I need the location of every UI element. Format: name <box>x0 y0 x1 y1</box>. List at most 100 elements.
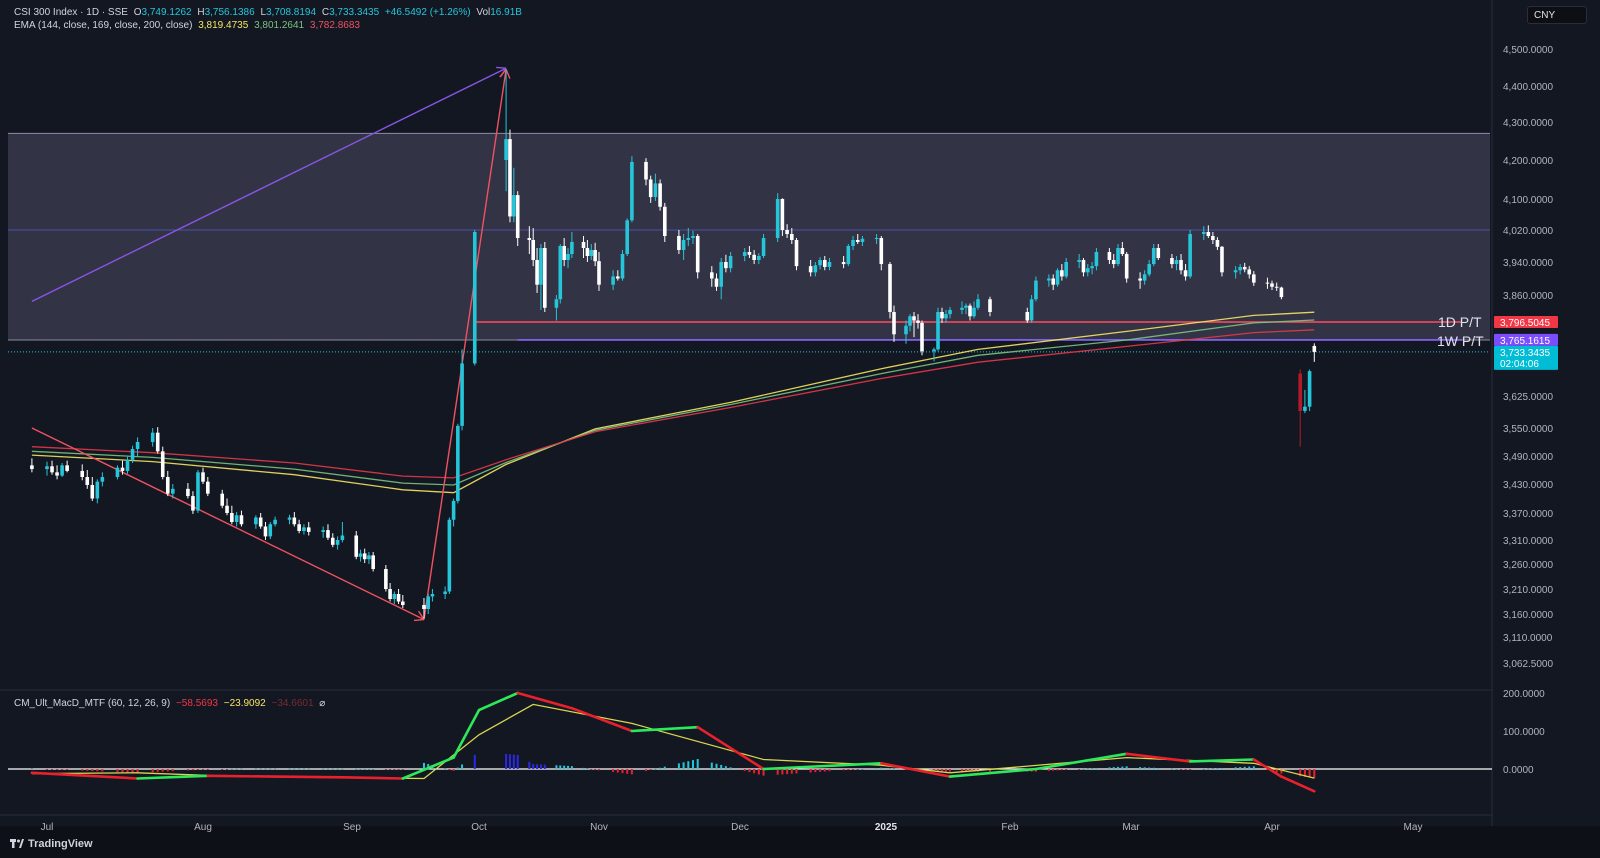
bottom-bar <box>0 826 1600 858</box>
candles-group <box>30 69 1317 619</box>
macd-histogram-bar <box>757 769 760 775</box>
macd-histogram-bar <box>861 768 864 770</box>
candle-body <box>846 246 851 265</box>
macd-tick-label: 0.0000 <box>1503 765 1534 776</box>
macd-histogram-bar <box>264 768 267 770</box>
price-tick-label: 3,940.0000 <box>1503 258 1553 269</box>
price-tick-label: 3,430.0000 <box>1503 480 1553 491</box>
macd-histogram-bar <box>753 769 756 774</box>
macd-histogram-bar <box>372 769 375 770</box>
macd-histogram-bar <box>1211 768 1214 769</box>
macd-histogram-bar <box>1239 767 1242 769</box>
macd-histogram-bar <box>1082 768 1085 770</box>
macd-histogram-bar <box>298 768 301 770</box>
candle-body <box>512 195 516 217</box>
macd-line-segment <box>206 774 344 779</box>
candle-body <box>1055 270 1060 285</box>
macd-tick-label: 100.0000 <box>1503 727 1545 738</box>
candle-body <box>916 320 920 323</box>
candle-body <box>60 465 64 476</box>
candle-body <box>456 425 460 501</box>
macd-histogram-bar <box>293 768 296 770</box>
macd-histogram-bar <box>136 769 139 773</box>
macd-line-segment <box>341 776 405 780</box>
candle-body <box>1138 278 1142 281</box>
candle-body <box>297 524 301 531</box>
macd-histogram-bar <box>809 769 812 773</box>
candle-body <box>396 594 401 602</box>
candle-body <box>258 517 263 527</box>
candle-body <box>160 451 165 477</box>
macd-histogram-bar <box>1248 766 1251 769</box>
price-label-box <box>1494 333 1558 346</box>
macd-histogram-bar <box>621 769 624 774</box>
candle-body <box>201 472 205 482</box>
price-tick-label: 4,020.0000 <box>1503 226 1553 237</box>
macd-histogram-bar <box>307 768 310 770</box>
macd-histogram-bar <box>1034 769 1037 772</box>
macd-line-segment <box>879 761 952 778</box>
candle-body <box>1142 274 1147 281</box>
macd-histogram-bar <box>590 769 593 770</box>
price-tick-label: 3,210.0000 <box>1503 585 1553 596</box>
candle-body <box>851 240 855 246</box>
time-tick-label: Oct <box>471 822 487 833</box>
arrow-head-red-up <box>499 68 511 79</box>
time-tick-label: Feb <box>1001 822 1019 833</box>
candle-body <box>460 363 464 426</box>
candle-body <box>234 515 239 522</box>
macd-histogram-bar <box>1121 766 1124 769</box>
candle-body <box>354 535 359 557</box>
price-label-text: 3,796.5045 <box>1500 318 1550 329</box>
candle-body <box>841 262 846 265</box>
macd-histogram-bar <box>116 769 119 773</box>
macd-histogram-bar <box>762 769 765 776</box>
candle-body <box>239 515 244 525</box>
visibility-icon[interactable]: ⌀ <box>319 698 326 709</box>
candle-body <box>150 432 155 442</box>
candle-body <box>196 472 200 511</box>
currency-button[interactable]: CNY <box>1527 6 1587 24</box>
ema-legend: EMA (144, close, 169, close, 200, close)… <box>14 20 363 32</box>
candle-body <box>1081 260 1086 273</box>
macd-line-segment <box>1280 775 1316 793</box>
macd-histogram-bar <box>196 769 199 770</box>
candle-body <box>1120 248 1125 254</box>
candle-body <box>165 477 170 494</box>
candle-body <box>589 250 594 256</box>
macd-histogram-bar <box>202 769 204 770</box>
macd-histogram-bar <box>1184 769 1187 770</box>
candle-body <box>508 139 512 217</box>
price-tick-label: 3,310.0000 <box>1503 536 1553 547</box>
macd-histogram-bar <box>1303 769 1306 777</box>
candle-body <box>1025 312 1030 321</box>
close-label: C <box>321 7 330 18</box>
candle-body <box>1279 287 1284 298</box>
macd-histogram-bar <box>331 768 334 770</box>
candle-body <box>728 256 733 269</box>
macd-histogram-bar <box>186 769 189 771</box>
macd-histogram-bar <box>1280 769 1283 774</box>
macd-histogram-bar <box>663 766 666 769</box>
macd-histogram-bar <box>786 769 789 775</box>
macd-histogram-bar <box>880 767 883 769</box>
candle-body <box>225 505 229 513</box>
candle-body <box>794 240 799 267</box>
candle-body <box>904 325 908 335</box>
candle-body <box>186 488 190 497</box>
macd-histogram-bar <box>81 769 84 771</box>
macd-histogram-bar <box>989 769 991 772</box>
macd-histogram-bar <box>30 768 33 769</box>
macd-histogram-bar <box>473 754 476 769</box>
macd-histogram-bar <box>1180 769 1183 770</box>
candle-body <box>362 553 367 560</box>
macd-value-1: −58.5693 <box>175 698 218 709</box>
macd-histogram-bar <box>359 768 362 770</box>
price-tick-label: 4,100.0000 <box>1503 195 1553 206</box>
candle-body <box>1174 260 1179 265</box>
macd-histogram-bar <box>508 754 511 769</box>
macd-histogram-bar <box>823 769 826 772</box>
candle-body <box>335 540 340 545</box>
candle-body <box>426 596 430 609</box>
